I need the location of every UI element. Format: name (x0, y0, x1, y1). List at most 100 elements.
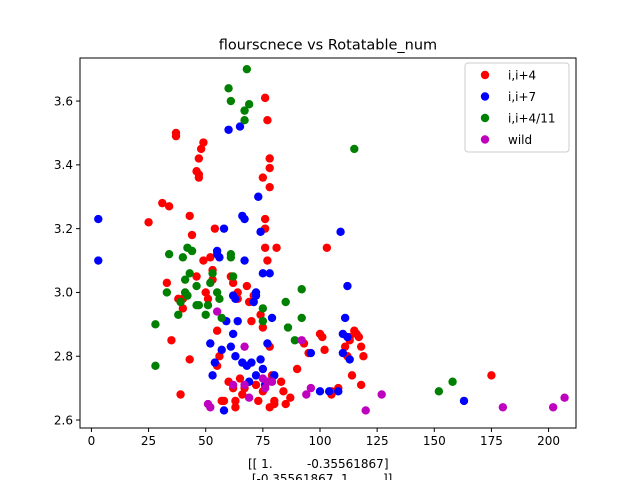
x-tick-label: 25 (141, 434, 156, 448)
data-point (270, 399, 279, 409)
data-point (260, 243, 270, 252)
data-point (318, 332, 327, 342)
data-point (338, 348, 348, 358)
data-point (192, 272, 201, 281)
data-point (350, 144, 359, 154)
data-point (226, 253, 236, 262)
data-point (183, 291, 192, 300)
data-point (340, 313, 350, 323)
data-point (235, 122, 245, 131)
x-axis: 0 25 50 75 100 125 150 175 200 (88, 428, 560, 448)
data-point (297, 285, 306, 294)
data-point (292, 364, 302, 374)
data-point (340, 342, 350, 351)
data-point (217, 345, 226, 355)
data-point (194, 301, 204, 310)
data-point (548, 403, 558, 412)
data-point (210, 358, 220, 367)
data-point (256, 310, 265, 319)
data-point (286, 393, 295, 402)
data-point (258, 323, 268, 332)
legend-marker (480, 135, 490, 144)
data-point (251, 371, 261, 380)
data-point (315, 387, 325, 396)
plot-marks (94, 64, 569, 415)
x-tick-label: 200 (537, 434, 560, 448)
data-point (265, 182, 274, 192)
data-point (267, 313, 277, 323)
data-point (347, 371, 357, 380)
data-point (297, 336, 306, 345)
series-2 (151, 64, 457, 396)
legend-marker (480, 92, 490, 101)
data-point (94, 256, 103, 265)
data-point (228, 329, 238, 339)
data-point (498, 403, 508, 412)
data-point (224, 84, 233, 93)
x-axis-label: [[ 1. -0.35561867] [-0.35561867 1. ]] (248, 457, 392, 480)
data-point (270, 371, 279, 380)
data-point (178, 253, 188, 262)
data-point (302, 390, 311, 399)
data-point (151, 320, 160, 329)
data-point (448, 377, 457, 386)
data-point (240, 380, 249, 390)
data-point (215, 294, 224, 304)
data-point (247, 358, 256, 367)
data-point (297, 313, 306, 323)
data-point (290, 336, 300, 345)
data-point (306, 383, 316, 393)
data-point (212, 307, 222, 316)
data-point (279, 387, 288, 396)
y-axis: 2.6 2.8 3.0 3.2 3.4 3.6 (54, 94, 80, 427)
x-tick-label: 50 (198, 434, 213, 448)
data-point (263, 339, 272, 348)
series-3 (203, 307, 569, 415)
data-point (247, 316, 256, 326)
x-label-line: [-0.35561867 1. ]] (248, 472, 392, 480)
data-point (267, 377, 277, 386)
x-tick-label: 125 (366, 434, 389, 448)
x-tick-label: 100 (309, 434, 332, 448)
data-point (208, 371, 217, 380)
legend: i,i+4 i,i+7 i,i+4/11 wild (464, 62, 570, 153)
data-point (258, 364, 268, 374)
legend-label: wild (508, 133, 532, 147)
data-point (187, 246, 197, 256)
data-point (265, 269, 274, 278)
data-point (343, 281, 352, 291)
data-point (231, 352, 240, 361)
data-point (219, 224, 229, 233)
series-1 (94, 122, 469, 415)
data-point (203, 301, 213, 310)
data-point (187, 230, 197, 240)
y-tick-label: 3.0 (54, 286, 73, 300)
data-point (167, 336, 176, 345)
data-point (361, 406, 370, 415)
data-point (210, 224, 220, 233)
data-point (258, 173, 268, 182)
data-point (281, 399, 290, 409)
data-point (260, 214, 270, 224)
x-tick-label: 150 (423, 434, 446, 448)
data-point (254, 396, 263, 406)
plot-frame (79, 57, 577, 429)
data-point (206, 278, 215, 288)
data-point (377, 390, 386, 399)
data-point (171, 131, 181, 141)
data-point (334, 387, 343, 396)
data-point (356, 380, 366, 390)
data-point (178, 304, 188, 313)
data-point (459, 396, 469, 406)
data-point (359, 352, 368, 361)
y-tick-label: 3.4 (54, 158, 73, 172)
data-point (345, 355, 354, 364)
data-point (258, 269, 268, 278)
data-point (185, 211, 194, 221)
data-point (203, 294, 213, 304)
data-point (242, 281, 252, 291)
data-point (158, 198, 167, 208)
data-point (233, 316, 242, 326)
data-point (260, 383, 270, 393)
